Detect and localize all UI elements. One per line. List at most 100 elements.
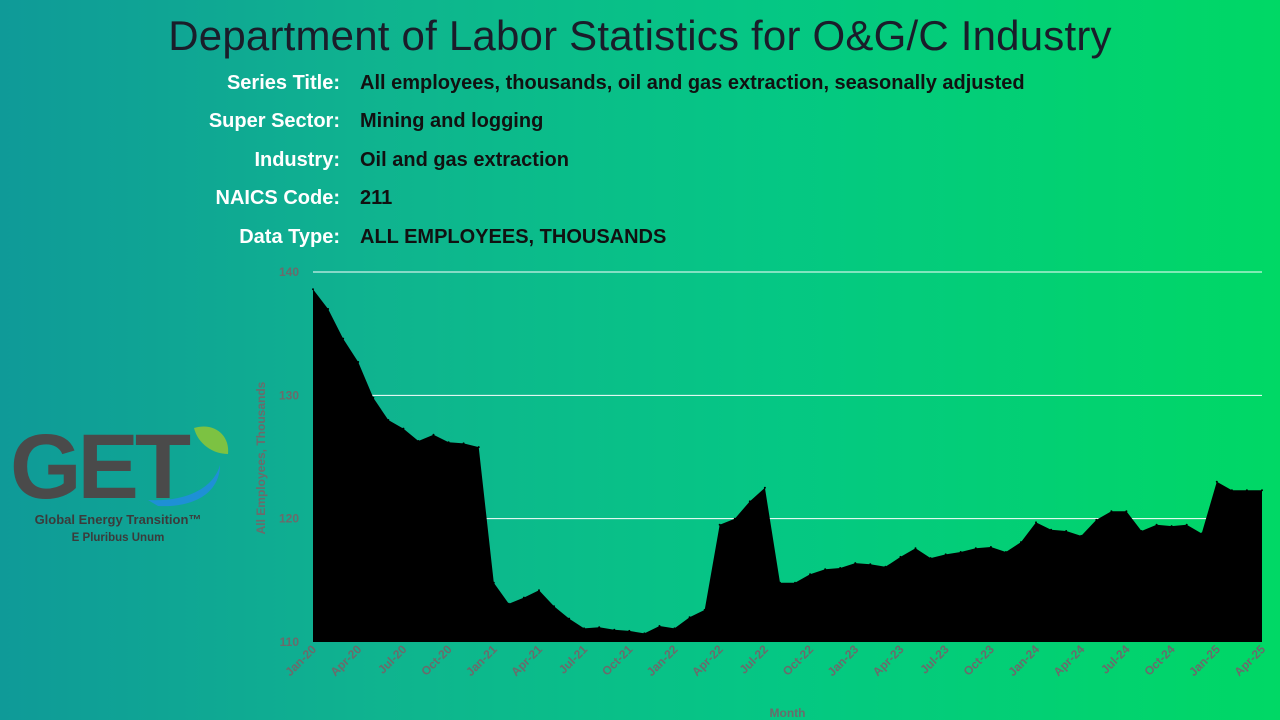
data-point [959,551,962,553]
water-swoosh-icon [148,465,220,507]
y-tick-label: 140 [279,265,299,279]
x-tick-label: Oct-20 [418,642,455,679]
data-point [914,547,917,550]
x-tick-label: Apr-25 [1231,642,1268,679]
data-point [387,419,390,421]
data-point [1185,523,1188,526]
meta-value: ALL EMPLOYEES, THOUSANDS [360,226,667,248]
x-tick-label: Jan-24 [1005,642,1042,679]
data-point [929,557,932,560]
data-point [1230,489,1233,492]
data-point [688,616,691,619]
data-point [673,627,676,630]
data-point [794,581,796,584]
data-point [477,446,480,449]
data-point [538,589,540,592]
meta-value: 211 [360,187,393,209]
data-point [839,567,842,569]
data-point [1215,480,1218,483]
data-point [1110,510,1113,513]
get-logo: GET Global Energy Transition™ E Pluribus… [8,416,238,555]
data-point [779,581,781,584]
meta-row-industry: Industry: Oil and gas extraction [0,149,1280,179]
data-point [312,288,314,291]
x-tick-label: Oct-24 [1141,642,1178,679]
x-tick-label: Jul-24 [1098,642,1133,677]
data-point [462,442,465,445]
x-tick-label: Apr-20 [328,642,365,679]
x-axis-title: Month [770,706,806,720]
meta-row-super-sector: Super Sector: Mining and logging [0,110,1280,140]
data-point [568,617,571,620]
data-point [1200,532,1203,535]
data-point [327,308,330,310]
get-logo-mark: GET [10,416,229,518]
data-point [869,563,872,566]
data-point [944,553,947,556]
data-point [522,596,525,599]
y-tick-label: 130 [279,388,299,402]
data-point [809,573,812,576]
meta-value: Oil and gas extraction [360,149,569,171]
data-point [824,568,827,571]
data-point [748,500,751,503]
x-tick-label: Jul-22 [737,642,772,677]
data-point [763,486,766,489]
data-point [899,555,902,558]
data-point [583,627,586,630]
employees-area-series [313,289,1262,642]
data-point [342,337,345,340]
meta-label: NAICS Code: [215,187,340,209]
meta-row-naics-code: NAICS Code: 211 [0,187,1280,217]
meta-value: Mining and logging [360,110,544,132]
logo-name: Global Energy Transition™ [34,512,202,527]
y-tick-label: 110 [280,635,300,649]
meta-label: Series Title: [226,72,340,94]
x-tick-label: Apr-22 [689,642,726,679]
data-point [1050,528,1053,531]
x-tick-label: Apr-23 [870,642,907,679]
data-point [643,632,646,635]
data-point [658,625,661,627]
data-point [718,523,721,526]
y-tick-label: 120 [279,512,299,526]
data-point [402,427,405,430]
y-axis-title: All Employees, Thousands [254,381,268,534]
data-point [1065,530,1068,532]
x-tick-label: Jul-23 [917,642,952,677]
data-point [372,396,375,399]
data-point [1035,521,1037,524]
data-point [357,361,360,363]
data-point [598,626,601,629]
data-point [1245,489,1248,492]
data-point [989,546,992,548]
x-tick-label: Oct-23 [961,642,998,679]
data-point [417,440,420,442]
x-tick-label: Jan-22 [644,642,681,679]
data-point [1125,510,1128,513]
x-tick-label: Oct-21 [599,642,636,679]
x-tick-label: Jan-25 [1186,642,1223,679]
data-point [628,629,631,632]
data-point [613,628,616,631]
data-point [447,441,450,444]
meta-value: All employees, thousands, oil and gas ex… [360,72,1025,94]
logo-tagline: E Pluribus Unum [71,532,165,544]
meta-row-data-type: Data Type: ALL EMPLOYEES, THOUSANDS [0,226,1280,256]
data-point [507,602,510,605]
x-tick-label: Jul-21 [556,642,591,677]
data-point [492,581,495,584]
data-point [1020,541,1022,544]
data-point [733,517,736,520]
x-tick-label: Jul-20 [375,642,410,677]
data-point [1140,530,1143,532]
meta-label: Industry: [254,149,340,171]
data-point [1155,523,1158,526]
x-tick-label: Jan-21 [463,642,500,679]
x-tick-label: Jan-23 [825,642,862,679]
data-point [884,565,887,568]
data-point [974,547,977,550]
data-point [1261,489,1263,492]
data-point [854,562,857,565]
